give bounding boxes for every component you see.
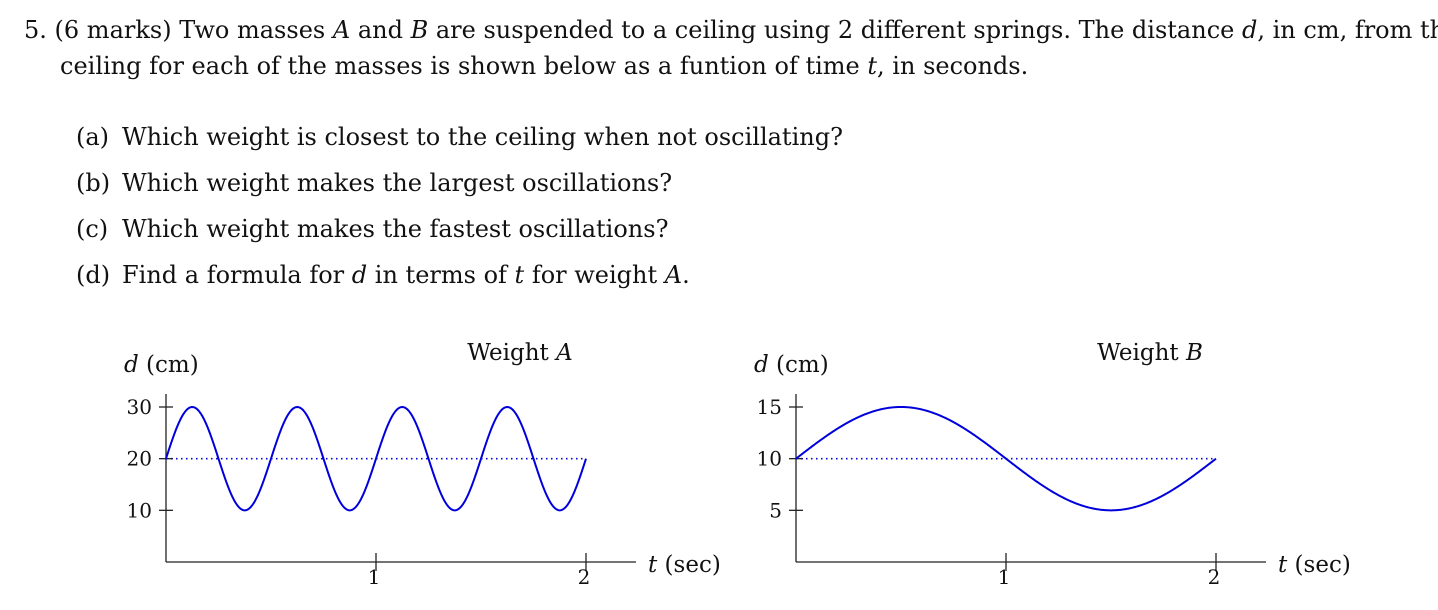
chart-title: Weight B bbox=[1097, 340, 1203, 366]
problem-text: , in cm, from the bbox=[1257, 16, 1438, 44]
problem-marks: (6 marks) bbox=[54, 16, 172, 44]
part-text-segment: in terms of bbox=[367, 261, 515, 289]
question-parts: (a) Which weight is closest to the ceili… bbox=[76, 114, 843, 298]
y-tick-label: 10 bbox=[127, 498, 152, 522]
problem-number: 5. bbox=[24, 16, 47, 44]
y-tick-label: 15 bbox=[757, 395, 782, 419]
part-text-segment: . bbox=[682, 261, 690, 289]
problem-text: and bbox=[350, 16, 411, 44]
var-t-symbol: t bbox=[514, 261, 525, 289]
part-text: Which weight is closest to the ceiling w… bbox=[122, 123, 843, 151]
part-text: Which weight makes the fastest oscillati… bbox=[122, 215, 669, 243]
y-tick-label: 30 bbox=[127, 395, 152, 419]
part-b: (b) Which weight makes the largest oscil… bbox=[76, 160, 843, 206]
var-d-symbol: d bbox=[1241, 16, 1258, 44]
chart-weight-a: 10 20 30 1 2 d (cm) Weight A t (sec) bbox=[124, 340, 721, 589]
part-d: (d) Find a formula for d in terms of t f… bbox=[76, 252, 843, 298]
chart-weight-b: 5 10 15 1 2 d (cm) Weight B t (sec) bbox=[754, 340, 1351, 589]
mass-a-symbol: A bbox=[332, 16, 351, 44]
x-tick-label: 1 bbox=[368, 565, 381, 589]
part-text: Find a formula for d in terms of t for w… bbox=[122, 261, 690, 289]
problem-line-2: ceiling for each of the masses is shown … bbox=[24, 48, 1424, 84]
var-t-symbol: t bbox=[867, 52, 878, 80]
x-axis-label: t (sec) bbox=[648, 552, 721, 578]
problem-text: are suspended to a ceiling using 2 diffe… bbox=[428, 16, 1242, 44]
var-d-symbol: d bbox=[351, 261, 368, 289]
mass-b-symbol: B bbox=[410, 16, 429, 44]
part-text: Which weight makes the largest oscillati… bbox=[122, 169, 673, 197]
chart-title: Weight A bbox=[467, 340, 572, 366]
y-tick-label: 20 bbox=[127, 447, 152, 471]
part-c: (c) Which weight makes the fastest oscil… bbox=[76, 206, 843, 252]
y-axis-label: d (cm) bbox=[754, 352, 829, 378]
x-tick-label: 2 bbox=[578, 565, 591, 589]
part-label: (b) bbox=[76, 169, 111, 197]
problem-text: , in seconds. bbox=[877, 52, 1029, 80]
part-text-segment: Find a formula for bbox=[122, 261, 352, 289]
part-label: (c) bbox=[76, 215, 109, 243]
x-tick-label: 2 bbox=[1208, 565, 1221, 589]
x-axis-label: t (sec) bbox=[1278, 552, 1351, 578]
mass-a-symbol: A bbox=[664, 261, 683, 289]
y-tick-label: 10 bbox=[757, 447, 782, 471]
x-tick-label: 1 bbox=[998, 565, 1011, 589]
y-tick-label: 5 bbox=[769, 498, 782, 522]
series-line bbox=[165, 405, 587, 512]
y-axis-label: d (cm) bbox=[124, 352, 199, 378]
problem-line-1: 5. (6 marks) Two masses A and B are susp… bbox=[24, 12, 1438, 48]
part-label: (a) bbox=[76, 123, 110, 151]
series-line bbox=[795, 405, 1217, 512]
problem-text: Two masses bbox=[179, 16, 333, 44]
problem-statement: 5. (6 marks) Two masses A and B are susp… bbox=[24, 12, 1438, 84]
part-a: (a) Which weight is closest to the ceili… bbox=[76, 114, 843, 160]
part-text-segment: for weight bbox=[524, 261, 665, 289]
problem-text: ceiling for each of the masses is shown … bbox=[60, 52, 868, 80]
part-label: (d) bbox=[76, 261, 111, 289]
